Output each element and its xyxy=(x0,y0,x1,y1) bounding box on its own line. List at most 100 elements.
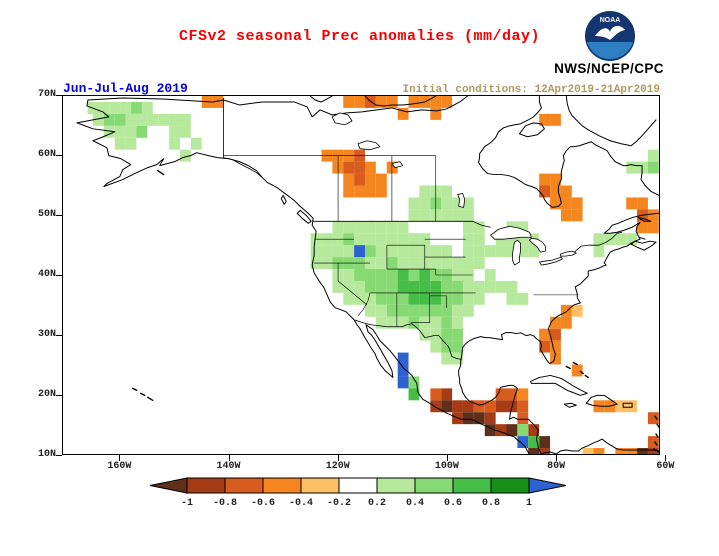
anomaly-cell xyxy=(114,113,126,126)
lat-tick xyxy=(56,215,62,216)
lat-label: 10N xyxy=(37,449,56,460)
anomaly-cell xyxy=(462,304,474,317)
anomaly-cell xyxy=(473,280,485,293)
anomaly-cell xyxy=(408,96,420,108)
anomaly-cell xyxy=(550,328,561,341)
anomaly-cell xyxy=(647,436,659,449)
anomaly-cell xyxy=(441,280,453,293)
anomaly-cell xyxy=(190,137,202,150)
anomaly-cell xyxy=(419,280,431,293)
anomaly-cell xyxy=(343,280,355,293)
victoria-island-coastline xyxy=(364,96,437,107)
anomaly-cell xyxy=(408,388,420,401)
anomaly-cell xyxy=(430,388,442,401)
anomaly-cell xyxy=(430,245,442,258)
anomaly-cell xyxy=(506,280,518,293)
anomaly-cell xyxy=(647,149,659,162)
anomaly-cell xyxy=(495,400,507,413)
colorbar-tick-label: 0.6 xyxy=(444,498,462,509)
anomaly-cell xyxy=(452,340,463,353)
anomaly-cell xyxy=(593,245,605,258)
anomaly-cell xyxy=(637,197,648,210)
anomaly-cell xyxy=(332,280,344,293)
anomaly-cell xyxy=(550,352,561,365)
lat-label: 50N xyxy=(37,209,56,220)
anomaly-cell xyxy=(343,185,355,198)
noaa-logo-gull-icon xyxy=(595,26,625,40)
anomaly-cell xyxy=(136,125,148,138)
anomaly-cell xyxy=(397,257,409,270)
page-title: CFSv2 seasonal Prec anomalies (mm/day) xyxy=(178,28,541,45)
anomaly-cell xyxy=(473,233,485,246)
colorbar-segment xyxy=(490,477,530,494)
anomaly-cell xyxy=(419,304,431,317)
anomaly-cell xyxy=(484,424,496,437)
hawaii-islands xyxy=(132,387,154,401)
anomaly-cell xyxy=(375,173,387,186)
anomaly-cell xyxy=(441,352,453,365)
anomaly-cell xyxy=(386,280,398,293)
political-borders xyxy=(223,97,623,360)
anomaly-cell xyxy=(441,328,453,341)
anomaly-cell xyxy=(517,436,529,449)
anomaly-cell xyxy=(441,197,453,210)
colorbar-segment xyxy=(414,477,454,494)
anomaly-cell xyxy=(604,233,616,246)
anomaly-cell xyxy=(647,448,659,454)
anomaly-cell xyxy=(364,257,376,270)
anomaly-cell xyxy=(647,209,659,222)
anomaly-cell xyxy=(397,221,409,234)
anomaly-cell xyxy=(343,292,355,305)
anomaly-cell xyxy=(343,221,355,234)
anomaly-cell xyxy=(114,125,126,138)
anomaly-cell xyxy=(131,101,142,114)
anomaly-cell xyxy=(441,185,453,198)
anomaly-cell xyxy=(550,197,561,210)
anomaly-cell xyxy=(473,221,485,234)
anomaly-cell xyxy=(506,233,518,246)
anomaly-cell xyxy=(386,292,398,305)
anomaly-cell xyxy=(550,113,561,126)
state-borders xyxy=(314,238,579,327)
anomaly-cell xyxy=(364,173,376,186)
anomaly-cell xyxy=(615,448,627,454)
anomaly-cell xyxy=(354,245,365,258)
noaa-logo-icon: NOAA xyxy=(585,11,635,61)
anomaly-cell xyxy=(441,245,453,258)
anomaly-cell xyxy=(430,107,442,120)
season-label: Jun-Jul-Aug 2019 xyxy=(63,81,188,96)
anomaly-cell xyxy=(626,233,638,246)
anomaly-cell xyxy=(397,280,409,293)
anomaly-cell xyxy=(125,125,137,138)
anomaly-cell xyxy=(321,245,333,258)
anomaly-cell xyxy=(452,328,463,341)
anomaly-cell xyxy=(550,173,561,186)
small-islands xyxy=(132,169,659,453)
coastlines xyxy=(76,96,659,454)
lat-tick xyxy=(56,95,62,96)
colorbar-ticks: -1 -0.8 -0.6 -0.4 -0.2 0.2 0.4 0.6 0.8 1 xyxy=(181,498,532,509)
anomaly-cell xyxy=(452,292,463,305)
anomaly-cell xyxy=(364,280,376,293)
anomaly-cell xyxy=(506,424,518,437)
colorbar-segment xyxy=(376,477,416,494)
anomaly-cell xyxy=(310,245,322,258)
map-svg xyxy=(76,96,659,454)
anomaly-cell xyxy=(615,233,627,246)
anomaly-cell xyxy=(528,436,540,449)
lat-tick xyxy=(56,155,62,156)
anomaly-cell xyxy=(571,209,583,222)
anomaly-cell xyxy=(408,376,420,389)
colorbar-arrow-left xyxy=(149,477,188,494)
lon-tick xyxy=(337,455,339,461)
anomaly-cell xyxy=(408,197,420,210)
anomaly-cell xyxy=(397,245,409,258)
anomaly-cell xyxy=(375,316,387,329)
anomaly-cell xyxy=(364,292,376,305)
anomaly-cell xyxy=(430,340,442,353)
anomaly-cell xyxy=(386,304,398,317)
anomaly-cell xyxy=(180,149,191,162)
nova-scotia-anticosti xyxy=(630,216,657,251)
anomaly-cell xyxy=(571,364,583,377)
anomaly-cell xyxy=(560,209,572,222)
